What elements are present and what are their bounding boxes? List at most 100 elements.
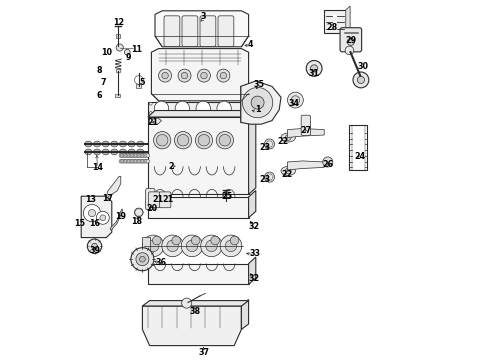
Ellipse shape <box>94 149 100 155</box>
Circle shape <box>220 235 242 257</box>
Text: 5: 5 <box>140 78 145 87</box>
Circle shape <box>197 69 210 82</box>
Circle shape <box>127 159 131 163</box>
Bar <box>136 84 141 88</box>
Text: 6: 6 <box>97 91 102 100</box>
Circle shape <box>156 134 168 146</box>
FancyBboxPatch shape <box>301 115 311 135</box>
Ellipse shape <box>137 149 144 155</box>
Ellipse shape <box>111 141 118 147</box>
Text: 30: 30 <box>357 63 368 72</box>
Circle shape <box>206 240 217 252</box>
Circle shape <box>126 154 130 157</box>
Circle shape <box>353 72 369 88</box>
Circle shape <box>217 101 231 116</box>
Circle shape <box>121 159 124 163</box>
Bar <box>143 237 149 255</box>
Circle shape <box>159 69 171 82</box>
Circle shape <box>225 240 237 252</box>
Polygon shape <box>106 176 121 198</box>
Text: 8: 8 <box>97 66 102 75</box>
Text: 21: 21 <box>147 117 159 126</box>
Circle shape <box>136 154 140 157</box>
Circle shape <box>196 101 210 116</box>
Circle shape <box>182 298 192 308</box>
Circle shape <box>285 168 291 174</box>
Bar <box>116 34 121 38</box>
Circle shape <box>152 236 161 245</box>
Circle shape <box>285 135 291 140</box>
Circle shape <box>121 154 124 157</box>
Text: 32: 32 <box>248 222 260 231</box>
Circle shape <box>201 72 207 79</box>
Circle shape <box>146 159 149 163</box>
Circle shape <box>192 236 200 245</box>
Circle shape <box>130 154 134 157</box>
Polygon shape <box>149 118 162 125</box>
Circle shape <box>132 154 135 157</box>
Text: 26: 26 <box>322 160 333 169</box>
Text: 14: 14 <box>92 163 103 171</box>
FancyBboxPatch shape <box>200 16 216 46</box>
Circle shape <box>154 101 169 116</box>
Circle shape <box>181 235 203 257</box>
Text: 36: 36 <box>156 258 167 267</box>
Text: 13: 13 <box>85 194 97 203</box>
Bar <box>148 117 248 194</box>
Polygon shape <box>242 300 248 329</box>
Bar <box>116 94 121 97</box>
Circle shape <box>88 210 96 217</box>
Circle shape <box>181 72 188 79</box>
Text: 21: 21 <box>152 195 164 204</box>
Text: 23: 23 <box>259 175 270 184</box>
Text: 33: 33 <box>249 249 261 258</box>
Text: 16: 16 <box>89 219 100 228</box>
Circle shape <box>219 134 231 146</box>
Circle shape <box>145 154 148 157</box>
Circle shape <box>178 69 191 82</box>
Circle shape <box>211 236 220 245</box>
Polygon shape <box>143 306 242 346</box>
Circle shape <box>124 159 128 163</box>
Circle shape <box>123 154 127 157</box>
Polygon shape <box>248 111 256 194</box>
Bar <box>148 102 248 115</box>
Circle shape <box>139 159 143 163</box>
Circle shape <box>220 72 227 79</box>
Text: 3: 3 <box>201 12 206 22</box>
Circle shape <box>196 131 213 149</box>
Text: 4: 4 <box>247 40 253 49</box>
FancyBboxPatch shape <box>146 189 155 210</box>
Circle shape <box>124 154 128 157</box>
Circle shape <box>245 112 247 114</box>
Circle shape <box>345 46 354 55</box>
FancyBboxPatch shape <box>164 16 180 46</box>
Text: 21: 21 <box>162 195 173 204</box>
Circle shape <box>217 69 230 82</box>
Ellipse shape <box>281 133 295 142</box>
Circle shape <box>126 159 130 163</box>
Text: 25: 25 <box>221 192 233 201</box>
Polygon shape <box>151 49 248 101</box>
Text: 18: 18 <box>131 216 143 225</box>
Circle shape <box>143 154 147 157</box>
Polygon shape <box>288 161 324 170</box>
Circle shape <box>146 154 149 157</box>
Circle shape <box>201 235 222 257</box>
Circle shape <box>140 154 144 157</box>
Polygon shape <box>110 209 122 230</box>
Bar <box>148 264 248 284</box>
Circle shape <box>100 215 106 221</box>
Text: 2: 2 <box>169 162 174 171</box>
Circle shape <box>265 172 274 182</box>
Circle shape <box>135 159 138 163</box>
Circle shape <box>149 102 152 105</box>
Circle shape <box>291 96 300 104</box>
Circle shape <box>122 154 125 157</box>
Circle shape <box>130 159 134 163</box>
Circle shape <box>172 236 180 245</box>
Circle shape <box>139 154 143 157</box>
Text: 11: 11 <box>131 45 143 54</box>
Polygon shape <box>81 196 112 238</box>
Text: 32: 32 <box>248 274 260 283</box>
